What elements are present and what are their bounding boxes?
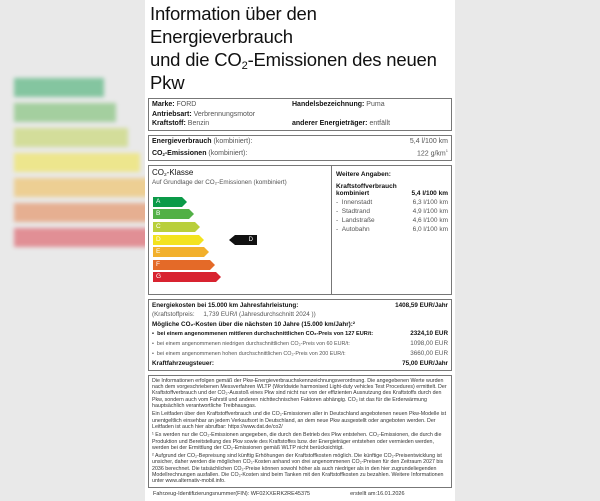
consumption-item: - Landstraße 4,6 l/100 km	[336, 216, 448, 224]
background-class-bar	[14, 128, 128, 147]
marke: Marke: FORD	[152, 101, 197, 108]
co2-class-bar-a: A	[153, 196, 187, 207]
current-class-marker: D	[229, 234, 257, 245]
handelsbezeichnung: Handelsbezeichnung: Puma	[292, 101, 385, 108]
anderer-energietraeger: anderer Energieträger: entfällt	[292, 120, 391, 127]
background-class-bar	[14, 153, 140, 172]
document-title: Information über den Energieverbrauch un…	[145, 0, 455, 94]
co2-cost-scenario: • bei einem angenommenen hohen durchschn…	[152, 350, 448, 358]
co2-cost-scenario: • bei einem angenommenen mittleren durch…	[152, 330, 448, 338]
title-line-1: Information über den Energieverbrauch	[150, 3, 317, 47]
background-class-bar	[14, 228, 176, 247]
consumption-item: - Innenstadt 6,3 l/100 km	[336, 198, 448, 206]
fineprint-p3: ¹ Es werden nur die CO₂-Emissionen angeg…	[152, 432, 442, 451]
created-date: erstellt am:16.01.2026	[350, 490, 405, 497]
co2-class-bar-c: C	[153, 222, 200, 233]
consumption-box: Energieverbrauch (kombiniert): 5,4 l/100 …	[148, 134, 452, 161]
co2-class-bar-d: D	[153, 234, 204, 245]
co2-cost-scenario: • bei einem angenommenen niedrigen durch…	[152, 340, 448, 348]
fineprint-p2: Ein Leitfaden über den Kraftstoffverbrau…	[152, 411, 447, 430]
background-class-bar	[14, 103, 116, 122]
fin-text: Fahrzeug-Identifizierungsnummer(FIN): WF…	[153, 490, 311, 497]
co2-class-box: CO2-Klasse Auf Grundlage der CO₂-Emissio…	[148, 164, 452, 295]
co2-value: 122 g/km1	[416, 148, 448, 158]
co2-class-bar-e: E	[153, 247, 209, 258]
blurred-background	[14, 78, 176, 247]
energie-value: 5,4 l/100 km	[409, 137, 448, 145]
antriebsart: Antriebsart: Verbrennungsmotor	[152, 110, 256, 118]
costs-box: Energiekosten bei 15.000 km Jahresfahrle…	[148, 298, 452, 371]
background-class-bar	[14, 178, 152, 197]
weitere-angaben: Weitere Angaben: Kraftstoffverbrauch kom…	[336, 170, 448, 233]
consumption-item: - Stadtrand 4,9 l/100 km	[336, 207, 448, 215]
title-line-2: und die CO2-Emissionen des neuen Pkw	[150, 49, 437, 93]
background-class-bar	[14, 78, 104, 97]
energy-label-document: Information über den Energieverbrauch un…	[145, 0, 455, 501]
co2-class-bar-f: F	[153, 259, 215, 270]
kraftstoff: Kraftstoff: Benzin	[152, 120, 210, 127]
co2-class-bar-g: G	[153, 272, 221, 283]
fineprint-p1: Die Informationen erfolgen gemäß der Pkw…	[152, 377, 447, 410]
vehicle-info-box: Marke: FORD Handelsbezeichnung: Puma Ant…	[148, 98, 452, 131]
energiekosten-value: 1408,59 EUR/Jahr	[395, 301, 448, 309]
consumption-item: - Autobahn 6,0 l/100 km	[336, 225, 448, 233]
steuer-value: 75,00 EUR/Jahr	[402, 360, 448, 368]
background-class-bar	[14, 203, 164, 222]
co2-class-bar-b: B	[153, 209, 194, 220]
fineprint-p4: ² Aufgrund der CO₂-Bepreisung sind künft…	[152, 453, 444, 485]
fineprint-box: Die Informationen erfolgen gemäß der Pkw…	[148, 374, 452, 488]
